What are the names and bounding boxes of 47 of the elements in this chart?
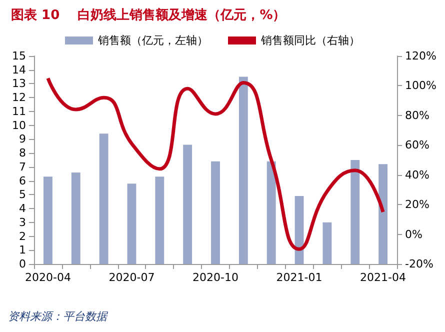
bar <box>322 222 332 264</box>
text: 资料来源：平台数据 <box>8 310 109 323</box>
x-tick-label: 2020-07 <box>108 271 155 284</box>
y-tick-label: 8 <box>19 146 26 160</box>
bar <box>238 76 248 264</box>
y2-tick-label: 100% <box>405 79 436 92</box>
line-series <box>46 76 385 251</box>
y-tick-label: 3 <box>19 216 26 229</box>
y2-tick-label: 40% <box>405 168 430 182</box>
x-tick-label: 2020-04 <box>24 271 71 284</box>
legend-label: 销售额同比（右轴） <box>260 34 360 47</box>
y-tick-label: 10 <box>12 118 26 132</box>
y-tick-label: 14 <box>12 63 26 76</box>
bar <box>155 176 164 264</box>
bar <box>211 161 220 264</box>
bar <box>183 144 192 264</box>
y-tick-label: 9 <box>19 132 26 146</box>
y-tick-label: 0 <box>19 258 26 270</box>
chart-title: 图表 10 白奶线上销售额及增速（亿元，%） <box>11 7 286 23</box>
y2-tick-label: 60% <box>405 138 430 152</box>
bar <box>71 172 80 264</box>
y-tick-label: 11 <box>12 104 26 118</box>
bar <box>127 184 136 264</box>
y2-tick-label: -20% <box>405 258 434 270</box>
x-tick-label: 2021-01 <box>276 271 322 284</box>
y2-tick-label: 120% <box>405 50 436 62</box>
y-tick-label: 13 <box>12 77 26 90</box>
y2-tick-label: 80% <box>405 108 430 122</box>
bar <box>350 160 360 264</box>
legend-label: 销售额（亿元，左轴） <box>97 34 208 47</box>
y-tick-label: 12 <box>12 91 26 104</box>
y-tick-label: 7 <box>19 160 26 174</box>
y2-tick-label: 20% <box>405 198 430 212</box>
bar <box>378 164 388 264</box>
y-tick-label: 15 <box>12 50 26 62</box>
y-tick-label: 1 <box>19 244 26 257</box>
y-tick-label: 6 <box>19 174 26 188</box>
x-tick-label: 2020-10 <box>192 271 238 284</box>
y2-tick-label: 0% <box>405 228 422 241</box>
bar <box>294 196 304 264</box>
bar <box>99 134 108 264</box>
bar <box>266 161 276 264</box>
x-tick-label: 2021-04 <box>360 271 406 284</box>
y-tick-label: 2 <box>19 230 26 243</box>
bar <box>43 176 52 264</box>
y-tick-label: 5 <box>19 188 26 202</box>
y-tick-label: 4 <box>19 202 26 216</box>
